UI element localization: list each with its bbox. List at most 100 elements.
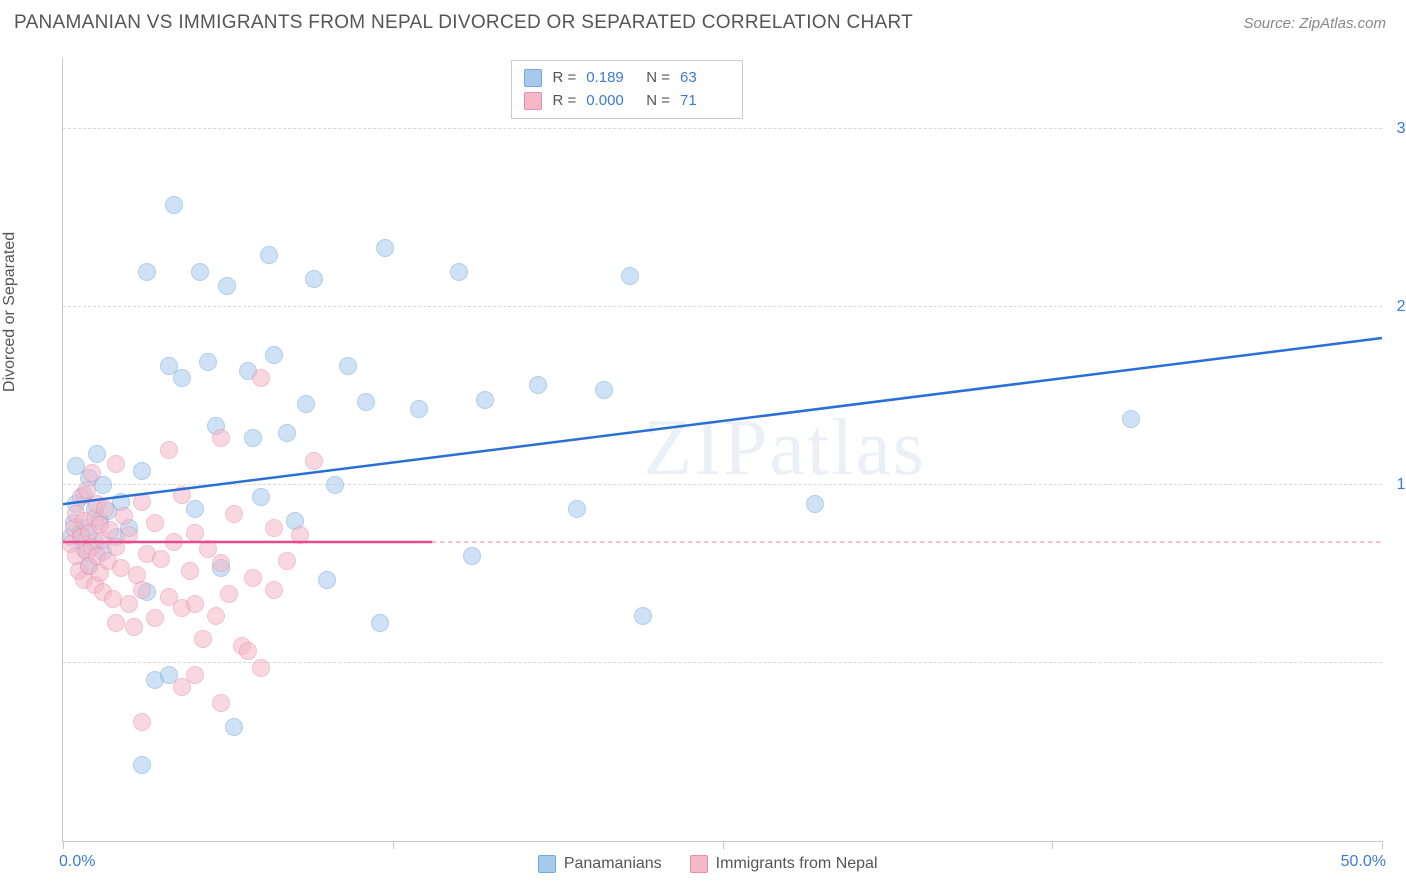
- scatter-point: [133, 756, 151, 774]
- scatter-point: [115, 507, 133, 525]
- y-axis-label: Divorced or Separated: [1, 232, 19, 392]
- scatter-point: [107, 455, 125, 473]
- scatter-point: [199, 353, 217, 371]
- scatter-point: [529, 376, 547, 394]
- watermark-zip: ZIP: [643, 404, 769, 492]
- scatter-point: [133, 581, 151, 599]
- scatter-point: [83, 464, 101, 482]
- y-tick-label: 15.0%: [1387, 476, 1406, 494]
- scatter-point: [181, 562, 199, 580]
- scatter-point: [305, 270, 323, 288]
- scatter-point: [318, 571, 336, 589]
- legend-n-value: 71: [680, 90, 730, 113]
- gridline: [63, 128, 1382, 129]
- legend-swatch: [524, 92, 542, 110]
- scatter-point: [186, 524, 204, 542]
- scatter-point: [186, 595, 204, 613]
- legend-series: Panamanians Immigrants from Nepal: [538, 855, 878, 873]
- legend-swatch: [524, 69, 542, 87]
- scatter-point: [376, 239, 394, 257]
- scatter-point: [173, 369, 191, 387]
- watermark-atlas: atlas: [769, 404, 926, 492]
- legend-stats: R = 0.189 N = 63 R = 0.000 N = 71: [511, 60, 743, 119]
- trendlines: [63, 58, 1382, 841]
- x-tick: [1052, 841, 1053, 849]
- scatter-point: [101, 521, 119, 539]
- scatter-point: [1122, 410, 1140, 428]
- scatter-point: [199, 540, 217, 558]
- legend-n-label: N =: [646, 67, 670, 90]
- scatter-point: [806, 495, 824, 513]
- scatter-point: [265, 346, 283, 364]
- scatter-point: [265, 581, 283, 599]
- scatter-point: [120, 595, 138, 613]
- scatter-point: [186, 666, 204, 684]
- scatter-point: [165, 196, 183, 214]
- legend-swatch: [538, 855, 556, 873]
- scatter-point: [305, 452, 323, 470]
- scatter-point: [173, 486, 191, 504]
- scatter-point: [568, 500, 586, 518]
- scatter-point: [463, 547, 481, 565]
- scatter-point: [152, 550, 170, 568]
- y-tick-label: 22.5%: [1387, 298, 1406, 316]
- legend-n-label: N =: [646, 90, 670, 113]
- scatter-point: [207, 607, 225, 625]
- scatter-point: [450, 263, 468, 281]
- legend-n-value: 63: [680, 67, 730, 90]
- scatter-point: [133, 462, 151, 480]
- legend-r-label: R =: [552, 67, 576, 90]
- scatter-point: [220, 585, 238, 603]
- scatter-point: [278, 424, 296, 442]
- x-tick: [63, 841, 64, 849]
- scatter-point: [133, 493, 151, 511]
- scatter-point: [186, 500, 204, 518]
- scatter-point: [252, 369, 270, 387]
- legend-r-value: 0.189: [586, 67, 636, 90]
- scatter-point: [278, 552, 296, 570]
- y-tick-label: 30.0%: [1387, 120, 1406, 138]
- scatter-point: [120, 526, 138, 544]
- scatter-point: [357, 393, 375, 411]
- scatter-point: [634, 607, 652, 625]
- chart-title: PANAMANIAN VS IMMIGRANTS FROM NEPAL DIVO…: [14, 12, 913, 34]
- chart-header: PANAMANIAN VS IMMIGRANTS FROM NEPAL DIVO…: [0, 0, 1406, 42]
- scatter-point: [410, 400, 428, 418]
- scatter-point: [476, 391, 494, 409]
- scatter-point: [212, 554, 230, 572]
- scatter-point: [297, 395, 315, 413]
- legend-series-item: Immigrants from Nepal: [690, 855, 878, 873]
- chart-source: Source: ZipAtlas.com: [1243, 15, 1386, 32]
- scatter-point: [133, 713, 151, 731]
- scatter-point: [165, 533, 183, 551]
- scatter-point: [339, 357, 357, 375]
- legend-series-label: Panamanians: [564, 855, 662, 873]
- gridline: [63, 306, 1382, 307]
- legend-series-item: Panamanians: [538, 855, 662, 873]
- scatter-point: [252, 659, 270, 677]
- scatter-point: [291, 526, 309, 544]
- legend-series-label: Immigrants from Nepal: [716, 855, 878, 873]
- x-axis-max-label: 50.0%: [1341, 853, 1386, 871]
- legend-r-value: 0.000: [586, 90, 636, 113]
- scatter-point: [371, 614, 389, 632]
- scatter-point: [138, 263, 156, 281]
- chart-container: Divorced or Separated ZIPatlas R =0.189N…: [14, 48, 1392, 878]
- scatter-point: [621, 267, 639, 285]
- x-tick: [1382, 841, 1383, 849]
- x-tick: [723, 841, 724, 849]
- scatter-point: [107, 614, 125, 632]
- plot-area: ZIPatlas R =0.189N =63R =0.000N =71 Pana…: [62, 58, 1382, 842]
- legend-swatch: [690, 855, 708, 873]
- scatter-point: [326, 476, 344, 494]
- legend-r-label: R =: [552, 90, 576, 113]
- gridline: [63, 484, 1382, 485]
- legend-stat-row: R = 0.189 N = 63: [524, 67, 730, 90]
- x-tick: [393, 841, 394, 849]
- scatter-point: [212, 429, 230, 447]
- scatter-point: [252, 488, 270, 506]
- legend-stat-row: R = 0.000 N = 71: [524, 90, 730, 113]
- scatter-point: [146, 609, 164, 627]
- scatter-point: [88, 445, 106, 463]
- scatter-point: [194, 630, 212, 648]
